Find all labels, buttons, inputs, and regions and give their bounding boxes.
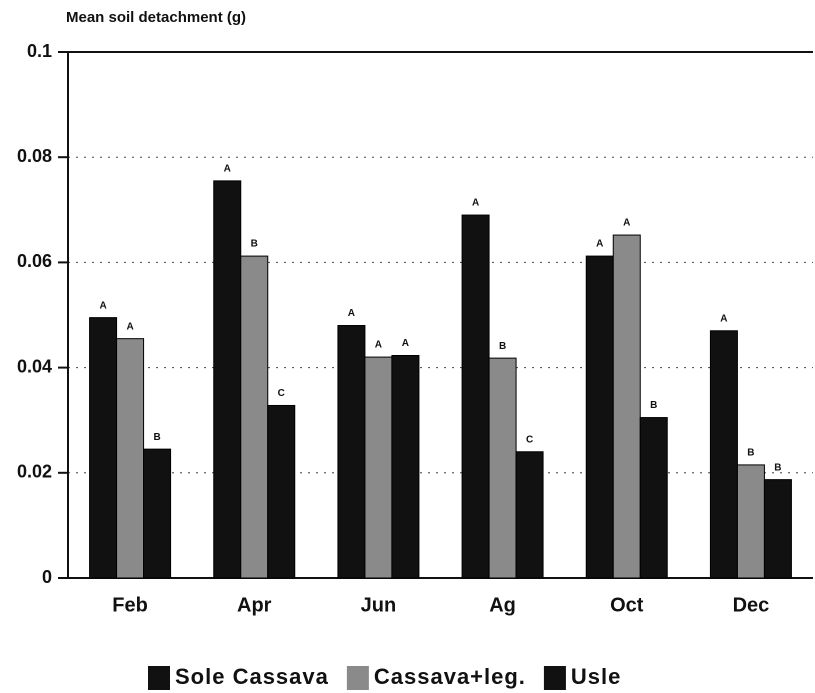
x-tick-label: Ag (489, 594, 516, 616)
bar (391, 355, 420, 579)
bar (736, 464, 765, 579)
x-tick-label: Apr (237, 594, 272, 616)
significance-letter: B (650, 400, 657, 411)
legend-swatch (543, 666, 566, 690)
y-tick-label: 0 (42, 567, 52, 587)
significance-letter: A (720, 313, 727, 324)
bar (89, 317, 118, 579)
legend-label: Cassava+leg. (374, 664, 526, 689)
significance-letter: B (499, 341, 506, 352)
bar (267, 404, 296, 579)
significance-letter: A (224, 164, 231, 175)
y-tick-label: 0.08 (17, 146, 52, 166)
significance-letter: B (774, 462, 781, 473)
bar (240, 255, 269, 579)
bar (515, 451, 544, 579)
bar (213, 180, 242, 579)
significance-letter: C (526, 434, 533, 445)
y-tick-label: 0.02 (17, 462, 52, 482)
significance-letter: B (747, 448, 754, 459)
significance-letter: A (99, 300, 106, 311)
significance-letter: A (348, 308, 355, 319)
legend-swatch (148, 666, 170, 690)
x-tick-label: Jun (361, 594, 397, 616)
bar (364, 356, 393, 579)
significance-letter: A (126, 321, 133, 332)
significance-letter: A (375, 340, 382, 351)
legend-label: Usle (571, 664, 621, 689)
y-tick-label: 0.06 (17, 251, 52, 271)
significance-letter: B (251, 239, 258, 250)
bar (143, 448, 172, 579)
bar (639, 417, 668, 579)
bar (763, 479, 792, 579)
bar (337, 325, 366, 579)
bar (709, 330, 738, 579)
bar (116, 338, 145, 579)
bar (612, 234, 641, 579)
x-tick-label: Oct (610, 594, 644, 616)
bar (461, 214, 490, 579)
bar (585, 255, 614, 579)
significance-letter: A (472, 198, 479, 209)
significance-letter: B (153, 432, 160, 443)
significance-letter: A (623, 218, 630, 229)
y-tick-label: 0.1 (27, 41, 52, 61)
legend-swatch (346, 666, 369, 690)
significance-letter: C (278, 388, 285, 399)
legend-label: Sole Cassava (175, 664, 329, 689)
y-axis-label: Mean soil detachment (g) (66, 9, 246, 26)
bar (488, 357, 517, 579)
significance-letter: A (596, 239, 603, 250)
x-tick-label: Feb (112, 594, 148, 616)
y-tick-label: 0.04 (17, 356, 52, 376)
x-tick-label: Dec (733, 594, 770, 616)
significance-letter: A (402, 338, 409, 349)
